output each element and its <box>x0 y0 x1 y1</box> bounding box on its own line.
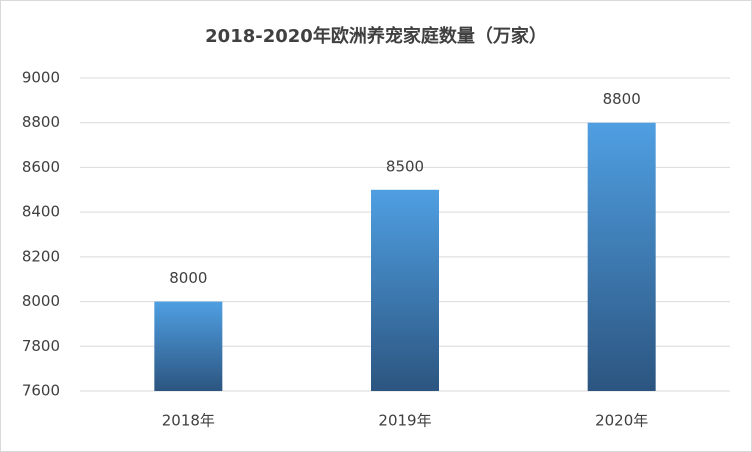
y-tick-label: 7600 <box>22 382 60 400</box>
y-tick-label: 9000 <box>22 69 60 87</box>
y-tick-label: 8000 <box>22 292 60 310</box>
bar <box>371 189 439 391</box>
y-tick-label: 7800 <box>22 337 60 355</box>
bar <box>587 122 656 391</box>
y-tick-label: 8400 <box>22 203 60 221</box>
y-tick-label: 8800 <box>22 113 60 131</box>
chart-title: 2018-2020年欧洲养宠家庭数量（万家） <box>205 25 547 47</box>
data-label: 8800 <box>603 90 641 108</box>
x-tick-label: 2020年 <box>595 412 648 430</box>
y-tick-label: 8600 <box>22 158 60 176</box>
y-tick-label: 8200 <box>22 247 60 265</box>
data-label: 8500 <box>386 157 424 175</box>
x-tick-label: 2019年 <box>378 412 431 430</box>
data-label: 8000 <box>169 269 207 287</box>
bar <box>154 301 223 391</box>
x-tick-label: 2018年 <box>162 412 215 430</box>
